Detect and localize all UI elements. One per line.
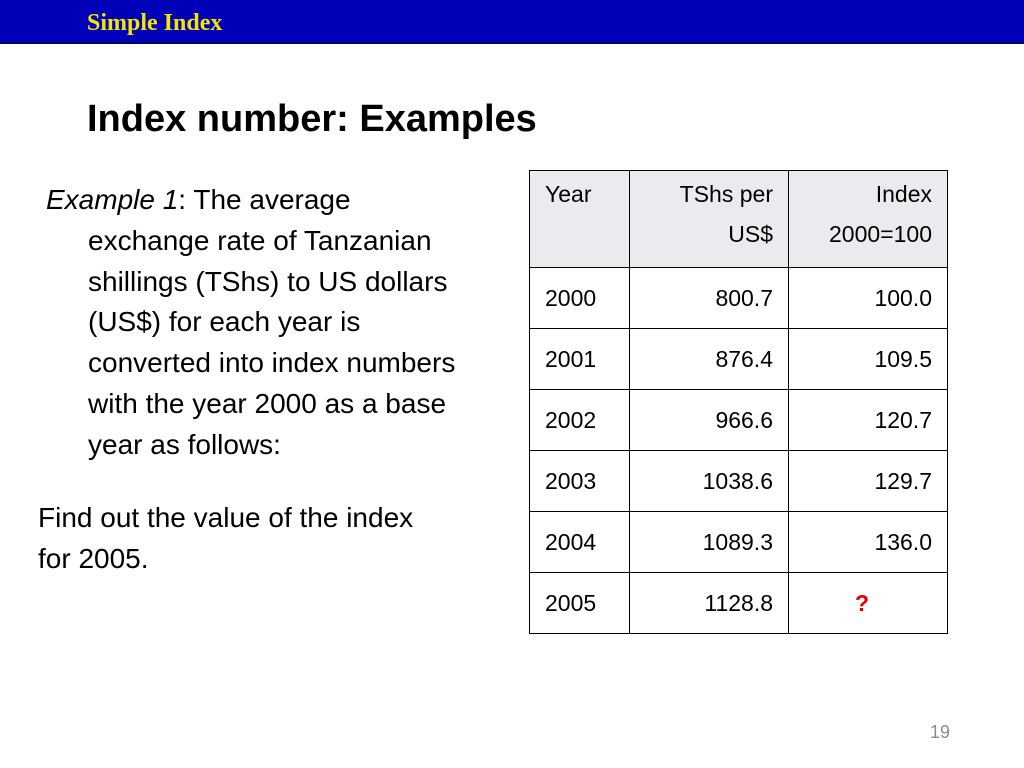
header-index: Index 2000=100: [788, 170, 948, 268]
table-row: 2003 1038.6 129.7: [529, 450, 948, 512]
unknown-index-marker: ?: [854, 589, 869, 616]
page-number: 19: [930, 722, 951, 742]
example-line: converted into index numbers: [88, 347, 456, 379]
cell-tshs: 1038.6: [629, 450, 789, 512]
example-line: shillings (TShs) to US dollars: [88, 265, 448, 297]
example-line: exchange rate of Tanzanian: [88, 224, 432, 256]
example-line: Example 1: The average: [46, 180, 516, 221]
cell-index: 136.0: [788, 511, 948, 573]
cell-year: 2001: [529, 328, 630, 390]
cell-index: 120.7: [788, 389, 948, 451]
table-row: 2002 966.6 120.7: [529, 389, 948, 451]
cell-index: ?: [788, 572, 948, 634]
question-line: for 2005.: [38, 543, 149, 574]
table-header-row: Year TShs per US$ Index 2000=100: [529, 170, 948, 268]
cell-year: 2005: [529, 572, 630, 634]
example-paragraph: Example 1: The average exchange rate of …: [46, 180, 516, 466]
table-row: 2004 1089.3 136.0: [529, 511, 948, 573]
cell-year: 2002: [529, 389, 630, 451]
cell-index: 100.0: [788, 267, 948, 329]
cell-year: 2004: [529, 511, 630, 573]
cell-index: 129.7: [788, 450, 948, 512]
slide-header-bar: Simple Index: [0, 0, 1024, 44]
example-line: (US$) for each year is: [88, 306, 361, 338]
header-year: Year: [529, 170, 630, 268]
cell-tshs: 800.7: [629, 267, 789, 329]
example-line-rest: : The average: [178, 184, 351, 215]
slide-section-title: Simple Index: [87, 10, 223, 36]
cell-tshs: 966.6: [629, 389, 789, 451]
header-tshs-line: TShs per: [679, 181, 773, 207]
cell-index: 109.5: [788, 328, 948, 390]
page-title: Index number: Examples: [87, 98, 537, 140]
cell-year: 2003: [529, 450, 630, 512]
cell-tshs: 876.4: [629, 328, 789, 390]
header-index-line: 2000=100: [829, 221, 932, 247]
header-index-line: Index: [875, 181, 932, 207]
table-row: 2000 800.7 100.0: [529, 267, 948, 329]
exchange-rate-table: Year TShs per US$ Index 2000=100 2000 80…: [529, 170, 948, 634]
question-paragraph: Find out the value of the index for 2005…: [38, 497, 498, 579]
cell-tshs: 1128.8: [629, 572, 789, 634]
example-line: with the year 2000 as a base: [88, 387, 447, 419]
header-tshs-line: US$: [728, 221, 773, 247]
example-label: Example 1: [46, 184, 179, 215]
table-row: 2001 876.4 109.5: [529, 328, 948, 390]
cell-tshs: 1089.3: [629, 511, 789, 573]
cell-year: 2000: [529, 267, 630, 329]
example-line: year as follows:: [88, 428, 281, 460]
header-tshs-per-usd: TShs per US$: [629, 170, 789, 268]
question-line: Find out the value of the index: [38, 502, 414, 533]
table-row: 2005 1128.8 ?: [529, 572, 948, 634]
